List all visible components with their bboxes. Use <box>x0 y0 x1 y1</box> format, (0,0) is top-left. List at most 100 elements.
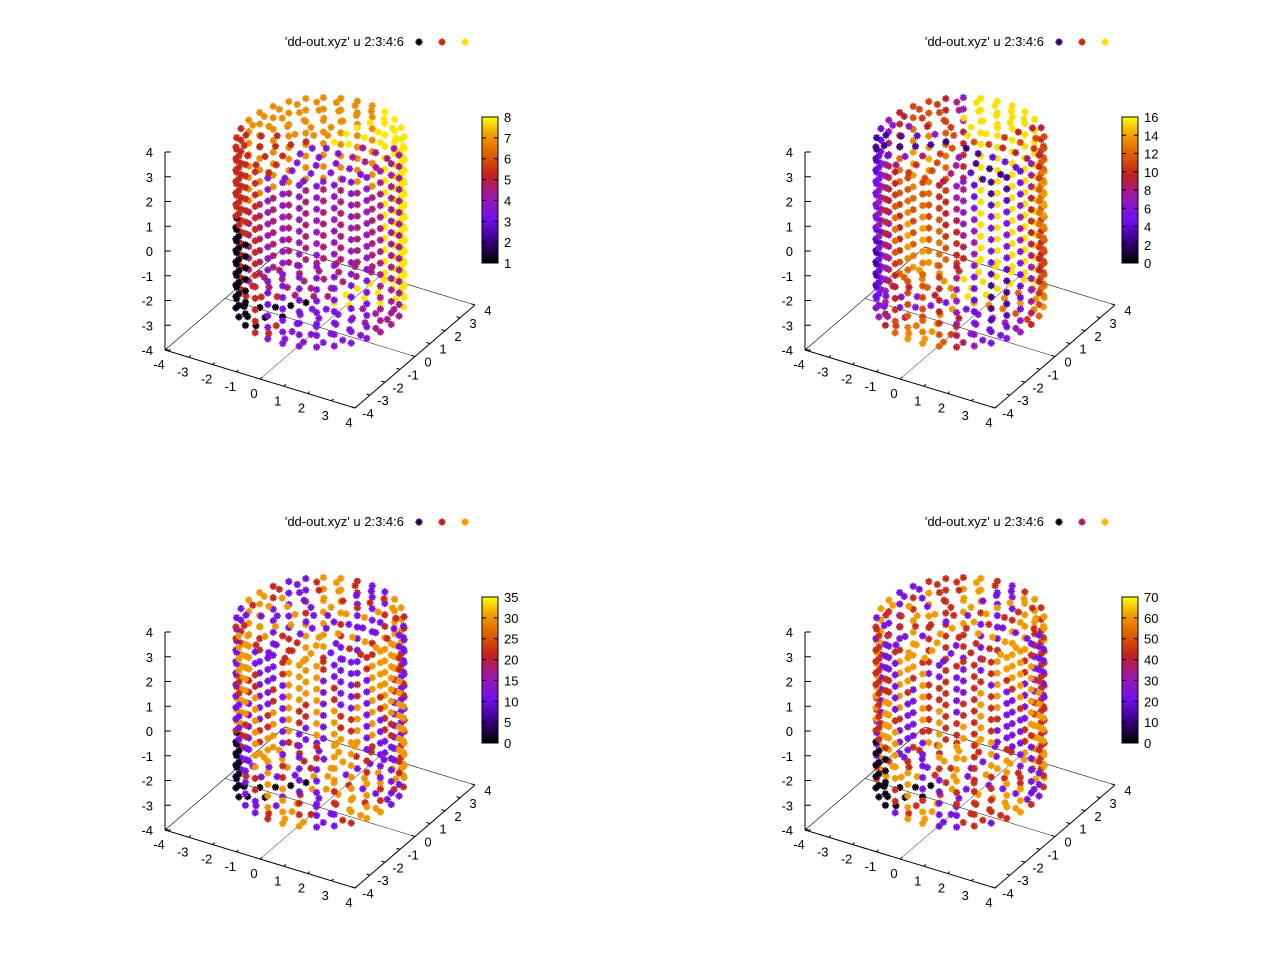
data-point <box>295 308 303 316</box>
data-point <box>327 603 335 611</box>
data-point <box>993 703 1001 712</box>
y-tick-label: 2 <box>454 329 461 344</box>
data-point <box>376 328 384 336</box>
data-point <box>241 732 250 740</box>
data-point <box>387 697 395 705</box>
data-point <box>235 632 243 640</box>
data-point <box>1031 173 1039 181</box>
data-point <box>925 612 933 620</box>
data-point <box>1039 691 1047 699</box>
data-point <box>896 269 904 278</box>
data-point <box>891 237 899 245</box>
data-point <box>265 648 273 657</box>
data-point <box>942 632 950 640</box>
data-point <box>1008 674 1016 682</box>
data-point <box>387 743 395 751</box>
data-point <box>361 638 369 646</box>
data-point <box>919 681 927 690</box>
data-point <box>245 665 253 673</box>
data-point <box>235 678 243 686</box>
z-tick-label: -3 <box>781 798 793 813</box>
data-point <box>975 587 983 595</box>
data-point <box>313 674 321 682</box>
data-point <box>359 144 367 152</box>
data-point <box>942 643 950 652</box>
data-point <box>381 269 389 277</box>
y-tick-mark <box>381 860 386 863</box>
data-point <box>374 608 382 616</box>
data-point <box>1021 611 1029 619</box>
data-point <box>977 574 985 583</box>
data-point <box>376 305 384 313</box>
data-point <box>1001 158 1009 166</box>
data-point <box>245 734 253 742</box>
data-point <box>935 262 943 270</box>
data-point <box>959 700 967 708</box>
data-point <box>264 254 272 263</box>
data-point <box>940 596 948 604</box>
data-point <box>939 657 948 665</box>
data-point <box>337 244 345 252</box>
data-point <box>237 673 245 682</box>
z-tick-label: -1 <box>781 749 793 764</box>
data-point <box>324 292 332 300</box>
legend-marker <box>1055 38 1063 46</box>
data-point <box>339 597 347 605</box>
data-point <box>269 720 277 728</box>
data-point <box>322 305 330 313</box>
data-point <box>327 123 335 131</box>
data-point <box>339 758 347 766</box>
data-point <box>1031 242 1039 250</box>
data-point <box>918 275 926 283</box>
data-point <box>942 575 950 583</box>
x-tick-mark <box>188 354 192 358</box>
data-point <box>345 781 353 789</box>
data-point <box>977 129 985 137</box>
data-point <box>363 768 371 776</box>
data-point <box>387 309 395 317</box>
data-point <box>896 223 904 232</box>
data-point <box>904 780 912 789</box>
data-point <box>387 240 395 248</box>
data-point <box>896 588 904 597</box>
data-point <box>909 651 917 659</box>
data-point <box>279 190 287 198</box>
y-tick-label: -4 <box>362 886 374 901</box>
data-point <box>1035 254 1043 263</box>
data-point <box>1031 653 1039 661</box>
data-point <box>347 224 355 232</box>
data-point <box>242 131 250 139</box>
x-tick-label: -3 <box>817 844 829 859</box>
data-point <box>256 303 264 312</box>
data-point <box>313 811 321 820</box>
data-point <box>875 793 883 801</box>
data-point <box>982 291 990 299</box>
data-point <box>1016 179 1024 187</box>
data-point <box>400 133 408 141</box>
data-point <box>877 742 885 751</box>
data-point <box>315 747 323 755</box>
data-point <box>987 178 995 186</box>
data-point <box>353 166 361 174</box>
colorbar-tick-label: 3 <box>504 214 511 229</box>
data-point <box>881 287 890 295</box>
data-point <box>245 254 253 262</box>
data-point <box>353 155 361 163</box>
data-point <box>368 125 376 133</box>
data-point <box>987 224 995 232</box>
data-point <box>313 697 321 705</box>
data-point <box>1016 647 1024 655</box>
data-point <box>1021 657 1029 665</box>
colorbar-tick-label: 25 <box>504 632 518 647</box>
data-point <box>351 742 359 751</box>
data-point <box>927 782 935 790</box>
data-point <box>376 670 384 678</box>
data-point <box>1037 124 1045 132</box>
data-point <box>363 780 371 788</box>
data-point <box>376 659 384 667</box>
data-point <box>909 697 917 705</box>
data-point <box>987 281 995 290</box>
data-point <box>909 720 917 728</box>
data-point <box>925 738 933 747</box>
data-point <box>977 198 985 206</box>
